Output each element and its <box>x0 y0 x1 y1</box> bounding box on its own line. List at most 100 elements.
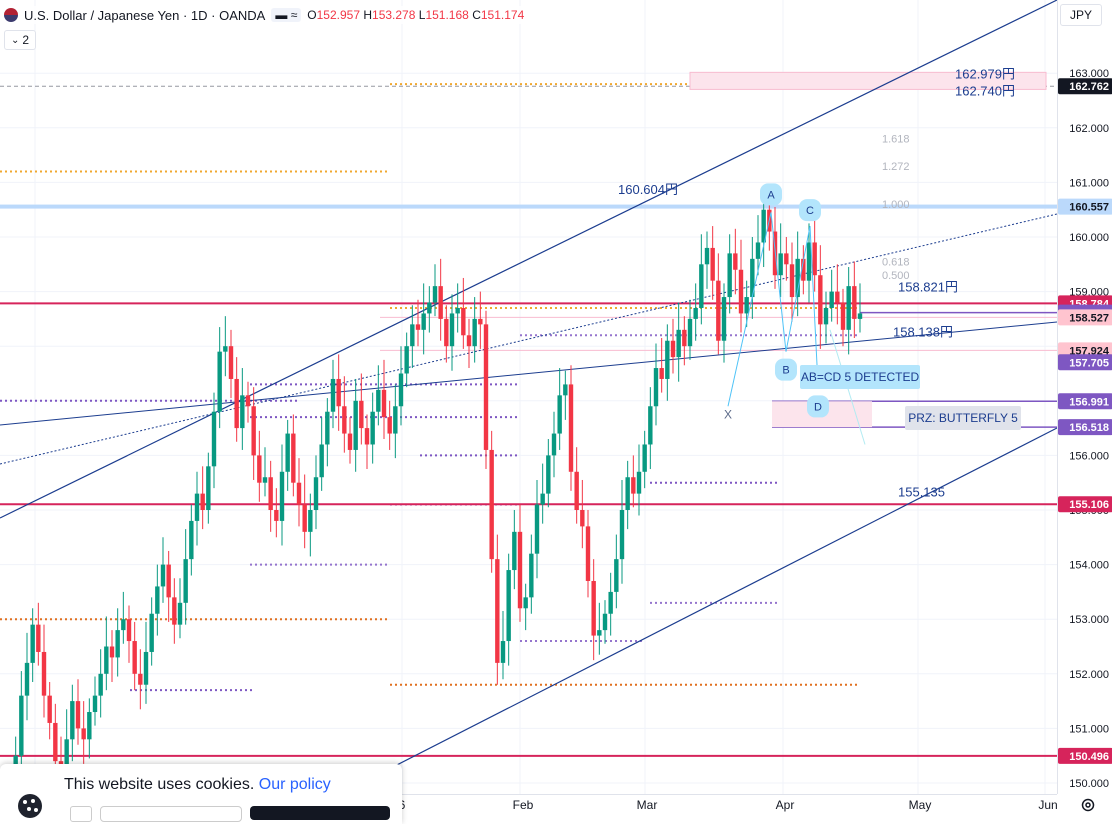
chart-area[interactable]: A B C D X AB=CD 5 DETECTED PRZ: BUTTERFLY 5 16… <box>0 0 1057 794</box>
candle <box>223 316 228 377</box>
compare-pill[interactable]: ▬ ≈ <box>271 8 302 22</box>
candle-body <box>699 264 704 308</box>
indicator-count: 2 <box>22 33 30 47</box>
candle-body <box>251 406 256 456</box>
candle <box>257 430 262 502</box>
label-155135: 155.135 <box>898 485 945 500</box>
candle-body <box>738 269 744 314</box>
candle <box>353 378 358 472</box>
currency-selector[interactable]: JPY <box>1060 4 1102 26</box>
candle-body <box>353 400 358 450</box>
candle <box>189 504 194 576</box>
candle-body <box>70 701 75 740</box>
candle <box>761 196 766 268</box>
candle-body <box>211 411 217 467</box>
candle <box>415 299 421 347</box>
price-label-bg <box>1058 393 1112 410</box>
candle <box>115 608 120 677</box>
candle-body <box>625 477 630 510</box>
candle-body <box>687 318 693 347</box>
candle-body <box>160 564 166 587</box>
candle-body <box>404 346 409 374</box>
symbol-legend[interactable]: U.S. Dollar / Japanese Yen · 1D · OANDA … <box>4 6 525 24</box>
candle-body <box>268 477 273 510</box>
cookie-manage-button[interactable] <box>100 806 242 822</box>
candle <box>483 310 489 470</box>
candle-body <box>155 586 160 614</box>
candle-body <box>342 406 347 434</box>
candle-body <box>302 504 307 532</box>
candle <box>636 444 642 516</box>
pill-label: ≈ <box>290 8 298 22</box>
channel-mid <box>0 213 1057 465</box>
candle <box>557 368 562 450</box>
candle <box>347 417 353 464</box>
candle-body <box>489 449 494 560</box>
candle <box>75 679 81 745</box>
candle-body <box>449 313 455 347</box>
candle-body <box>840 302 846 330</box>
candle-body <box>432 286 438 303</box>
candle-body <box>835 291 840 303</box>
candle-body <box>183 559 188 603</box>
candle-body <box>733 253 738 270</box>
candle-body <box>149 613 154 652</box>
candle-body <box>665 340 670 379</box>
cookie-policy-link[interactable]: Our policy <box>258 776 331 793</box>
candle-body <box>36 624 41 652</box>
candle <box>183 529 188 625</box>
point-d: D <box>807 395 829 418</box>
cookie-settings-button[interactable] <box>70 806 92 822</box>
candle <box>812 217 817 292</box>
candle-body <box>597 630 602 636</box>
candle <box>393 384 398 459</box>
candle-body <box>200 493 205 510</box>
price-tick-label: 154.000 <box>1069 560 1109 572</box>
candle <box>682 316 687 366</box>
candle <box>404 332 409 388</box>
trendline <box>0 321 1057 426</box>
candle <box>87 698 92 759</box>
candle-body <box>228 346 234 379</box>
cookie-accept-button[interactable] <box>250 806 390 820</box>
candle-body <box>619 510 625 560</box>
candle-body <box>693 307 698 319</box>
candle <box>149 597 154 666</box>
price-label-text: 160.557 <box>1069 202 1109 214</box>
candle-body <box>806 242 812 281</box>
candle-body <box>750 258 755 298</box>
gear-icon[interactable] <box>1080 797 1096 813</box>
candle-body <box>551 433 557 456</box>
candle <box>370 392 375 464</box>
candle-body <box>823 307 829 325</box>
candle-body <box>682 329 687 347</box>
time-tick-label: Apr <box>776 798 795 812</box>
cookie-banner: This website uses cookies. Our policy <box>0 764 402 824</box>
candle <box>336 354 341 431</box>
candle <box>846 267 851 355</box>
label-158821: 158.821円 <box>898 279 958 294</box>
indicators-toggle-button[interactable]: ⌄ 2 <box>4 30 36 50</box>
candle-body <box>19 695 24 756</box>
candle-body <box>319 444 324 478</box>
candle <box>699 234 704 325</box>
candle <box>727 234 732 314</box>
candle-body <box>631 477 636 494</box>
price-chart[interactable]: A B C D X AB=CD 5 DETECTED PRZ: BUTTERFLY 5 16… <box>0 0 1057 794</box>
prz-text: PRZ: BUTTERFLY 5 <box>908 411 1018 425</box>
candle-body <box>279 471 285 521</box>
candle <box>41 624 47 718</box>
candle-body <box>234 378 239 429</box>
price-tick-label: 150.000 <box>1069 778 1109 790</box>
candle <box>744 280 749 328</box>
candle <box>540 463 545 524</box>
candle-body <box>591 580 596 636</box>
price-label: 158.527 <box>1058 309 1112 326</box>
price-label: 155.106 <box>1058 496 1112 513</box>
candle <box>398 346 404 426</box>
symbol-title[interactable]: U.S. Dollar / Japanese Yen · 1D · OANDA <box>24 7 266 23</box>
candle-body <box>415 324 421 330</box>
pattern-detected-bg <box>800 365 920 389</box>
candle-body <box>829 291 834 308</box>
price-axis[interactable]: 150.000151.000152.000153.000154.000155.0… <box>1057 0 1112 794</box>
